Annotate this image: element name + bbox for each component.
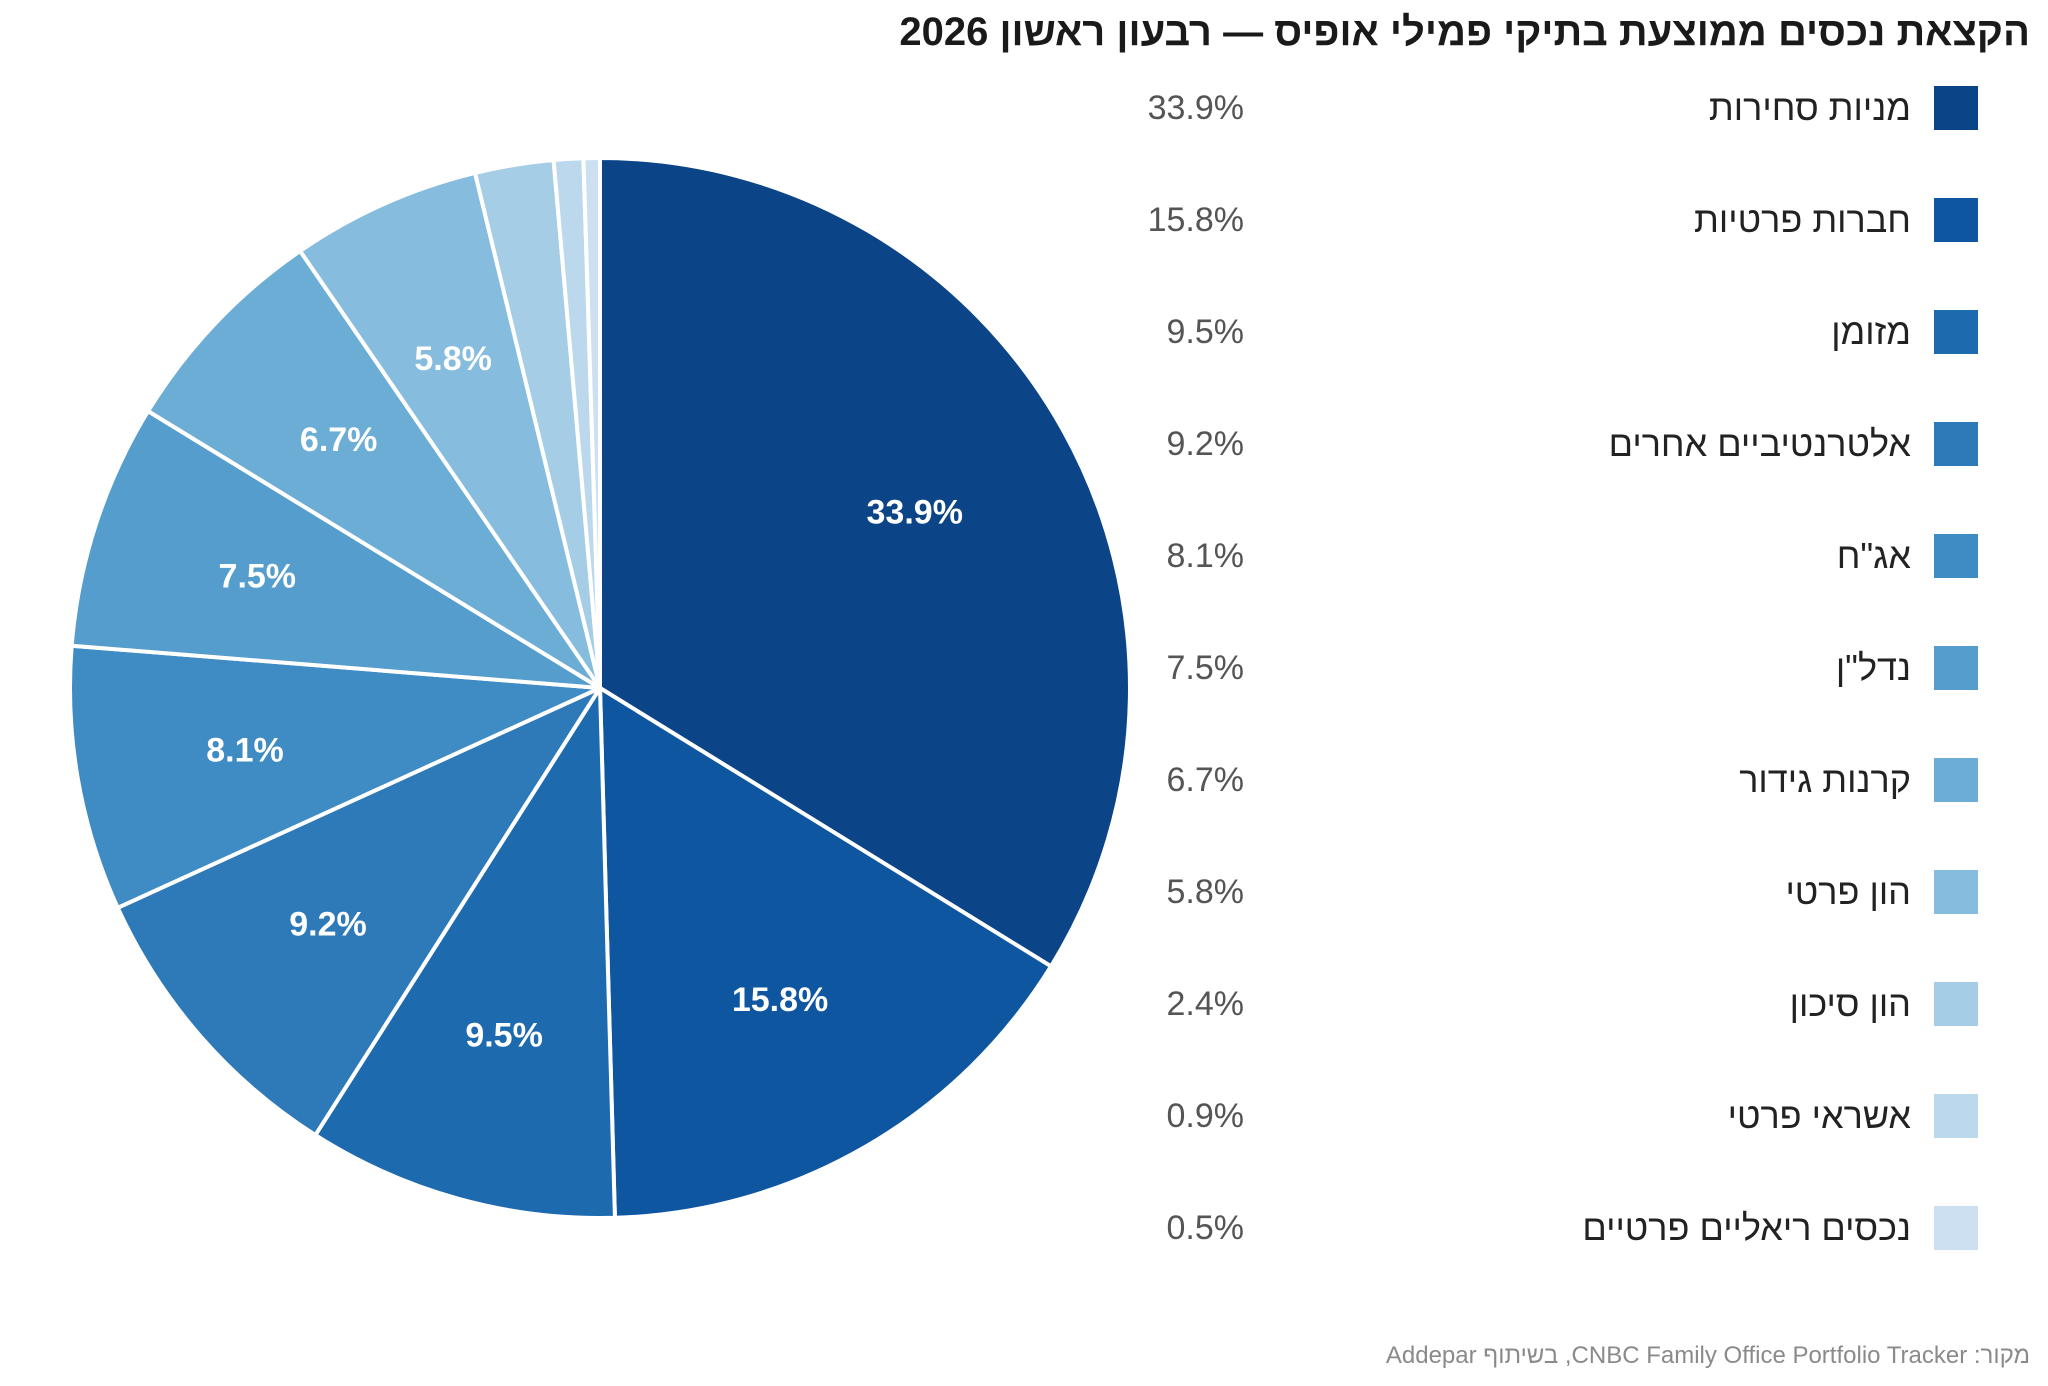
pie-slice-5 bbox=[69, 409, 602, 690]
legend-item: 9.5% מזומן bbox=[0, 310, 2048, 354]
legend-label: אלטרנטיביים אחרים bbox=[1608, 423, 1911, 464]
source-note: מקור: CNBC Family Office Portfolio Track… bbox=[1385, 1342, 2030, 1369]
pie-slice-0 bbox=[598, 156, 1132, 969]
legend-label: נכסים ריאליים פרטיים bbox=[1582, 1207, 1911, 1248]
legend-label: אג"ח bbox=[1836, 535, 1911, 576]
slice-value-label-2: 9.5% bbox=[465, 1016, 543, 1054]
legend-label: קרנות גידור bbox=[1739, 759, 1911, 800]
legend-item: 33.9% מניות סחירות bbox=[0, 86, 2048, 130]
legend-value: 9.2% bbox=[1166, 425, 1245, 463]
legend-label: הון סיכון bbox=[1789, 983, 1911, 1024]
legend-item: 2.4% הון סיכון bbox=[0, 982, 2048, 1026]
legend-item: 5.8% הון פרטי bbox=[0, 870, 2048, 914]
legend-item: 9.2% אלטרנטיביים אחרים bbox=[0, 422, 2048, 466]
legend-value: 0.9% bbox=[1166, 1097, 1245, 1135]
pie-slice-10 bbox=[581, 156, 602, 690]
legend-value: 15.8% bbox=[1147, 201, 1244, 239]
legend-value: 6.7% bbox=[1166, 761, 1245, 799]
legend-item: 15.8% חברות פרטיות bbox=[0, 198, 2048, 242]
slice-value-label-4: 8.1% bbox=[206, 731, 284, 769]
legend-label: הון פרטי bbox=[1785, 871, 1911, 912]
legend-label: אשראי פרטי bbox=[1727, 1095, 1911, 1136]
legend-swatch bbox=[1934, 310, 1978, 354]
slice-value-label-0: 33.9% bbox=[867, 493, 963, 531]
legend-value: 33.9% bbox=[1147, 89, 1244, 127]
legend-swatch bbox=[1934, 1206, 1978, 1250]
legend-label: נדל"ן bbox=[1835, 647, 1911, 688]
legend-swatch bbox=[1934, 870, 1978, 914]
chart-title: הקצאת נכסים ממוצעת בתיקי פמילי אופיס — ר… bbox=[899, 10, 2030, 54]
legend-label: חברות פרטיות bbox=[1694, 199, 1911, 240]
legend-item: 6.7% קרנות גידור bbox=[0, 758, 2048, 802]
pie-slice-6 bbox=[146, 248, 602, 690]
legend-swatch bbox=[1934, 198, 1978, 242]
legend-swatch bbox=[1934, 982, 1978, 1026]
legend-swatch bbox=[1934, 758, 1978, 802]
slice-value-label-6: 6.7% bbox=[300, 421, 378, 459]
pie-slice-7 bbox=[298, 170, 602, 690]
pie-slice-1 bbox=[598, 686, 1054, 1220]
slice-value-label-3: 9.2% bbox=[289, 905, 367, 943]
legend-swatch bbox=[1934, 534, 1978, 578]
legend-item: 0.9% אשראי פרטי bbox=[0, 1094, 2048, 1138]
legend-swatch bbox=[1934, 1094, 1978, 1138]
legend-value: 0.5% bbox=[1166, 1209, 1245, 1247]
legend-value: 8.1% bbox=[1166, 537, 1245, 575]
legend-label: מניות סחירות bbox=[1708, 87, 1911, 128]
legend-value: 2.4% bbox=[1166, 985, 1245, 1023]
pie-slice-2 bbox=[313, 686, 617, 1220]
pie-slice-4 bbox=[68, 643, 602, 910]
legend-swatch bbox=[1934, 86, 1978, 130]
pie-chart: 33.9% 15.8% 9.5% 9.2% 8.1% 7.5% 6.7% 5.8% bbox=[68, 156, 1132, 1220]
legend-value: 5.8% bbox=[1166, 873, 1245, 911]
legend-value: 7.5% bbox=[1166, 649, 1245, 687]
legend-item: 8.1% אג"ח bbox=[0, 534, 2048, 578]
legend-swatch bbox=[1934, 422, 1978, 466]
slice-value-label-7: 5.8% bbox=[414, 340, 492, 378]
slice-value-label-1: 15.8% bbox=[732, 981, 828, 1019]
legend-item: 7.5% נדל"ן bbox=[0, 646, 2048, 690]
legend-label: מזומן bbox=[1831, 311, 1911, 352]
legend-item: 0.5% נכסים ריאליים פרטיים bbox=[0, 1206, 2048, 1250]
pie-slice-3 bbox=[115, 686, 602, 1138]
legend-swatch bbox=[1934, 646, 1978, 690]
legend-value: 9.5% bbox=[1166, 313, 1245, 351]
slice-value-label-5: 7.5% bbox=[219, 557, 297, 595]
